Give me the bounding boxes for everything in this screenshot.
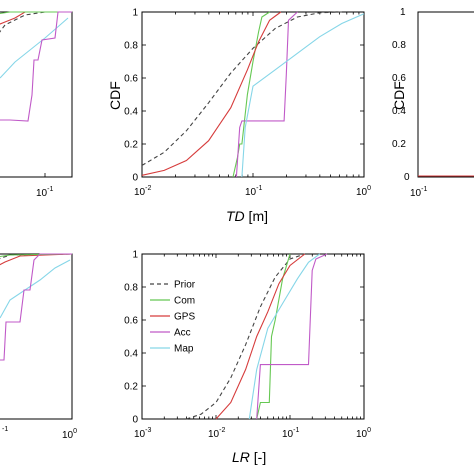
series-acc-line xyxy=(256,253,328,420)
axes-box xyxy=(0,11,73,178)
y-tick-label: 0.8 xyxy=(124,283,138,294)
axes-box xyxy=(0,253,73,420)
x-tick-label: 100 xyxy=(356,427,371,440)
y-tick-label: 0 xyxy=(404,172,410,183)
x-ticks: 10-2 10-1 100 xyxy=(134,12,371,198)
series-gps-line xyxy=(0,253,73,266)
series-acc-line xyxy=(0,11,72,122)
x-tick-label: 10-2 xyxy=(208,427,225,440)
x-tick-label: 10-1 xyxy=(410,186,427,199)
y-axis-label: CDF xyxy=(391,81,407,110)
x-tick-label: 10-2 xyxy=(134,185,151,198)
x-tick-label: -1 xyxy=(2,426,8,433)
panel-bottom-left: -1 100 xyxy=(0,253,77,441)
legend-label: Map xyxy=(174,344,194,355)
panel-lr: 0 0.2 0.4 0.6 0.8 1 10-3 10-2 10-1 100 Prior Com G… xyxy=(124,250,371,466)
series-map-line xyxy=(0,259,71,319)
y-tick-label: 0.6 xyxy=(124,74,138,85)
series-gps-line xyxy=(141,11,282,176)
legend-label: Acc xyxy=(174,328,191,339)
x-axis-label: LR [-] xyxy=(232,449,266,465)
y-tick-label: 0.4 xyxy=(124,349,138,360)
y-tick-label: 0.8 xyxy=(124,41,138,52)
x-tick-label: 10-1 xyxy=(282,427,299,440)
y-tick-label: 0.8 xyxy=(392,40,406,51)
y-tick-label: 0 xyxy=(132,415,138,426)
y-tick-label: 0.2 xyxy=(124,140,138,151)
series-lines xyxy=(186,253,328,420)
legend: Prior Com GPS Acc Map xyxy=(148,274,210,362)
legend-label: Prior xyxy=(174,280,196,291)
x-tick-label: 10-3 xyxy=(134,427,151,440)
series-acc-line xyxy=(0,253,72,361)
axes-box xyxy=(141,11,365,178)
x-tick-label: 100 xyxy=(62,428,77,441)
axes-box xyxy=(417,11,474,178)
series-map-line xyxy=(0,17,69,79)
axes-box xyxy=(141,253,365,420)
x-tick-label: 10-1 xyxy=(245,185,262,198)
series-prior-line xyxy=(186,253,305,420)
series-prior-line xyxy=(0,11,72,33)
series-com-line xyxy=(0,11,72,15)
series-gps-line xyxy=(0,11,72,25)
x-tick-label: 10-1 xyxy=(36,186,53,199)
panel-td: 0 0.2 0.4 0.6 0.8 1 10-2 10-1 100 CDF TD [m] xyxy=(107,8,371,225)
legend-label: Com xyxy=(174,296,195,307)
panel-top-left: 10-1 xyxy=(0,11,73,199)
y-tick-label: 0.2 xyxy=(124,382,138,393)
series-map-line xyxy=(248,253,320,420)
legend-box xyxy=(148,274,210,362)
y-tick-label: 0.6 xyxy=(124,316,138,327)
y-ticks: 0 0.2 0.4 0.6 0.8 1 xyxy=(124,8,364,184)
y-tick-label: 0.2 xyxy=(392,139,406,150)
y-axis-label: CDF xyxy=(107,81,123,110)
y-tick-label: 0.6 xyxy=(392,73,406,84)
legend-label: GPS xyxy=(174,312,195,323)
x-axis-label: TD [m] xyxy=(226,208,268,224)
x-tick-label: 100 xyxy=(356,185,371,198)
series-com-line xyxy=(256,253,291,420)
y-tick-label: 1 xyxy=(400,7,406,18)
series-acc-line xyxy=(235,11,298,178)
y-tick-label: 0.4 xyxy=(392,106,406,117)
y-tick-label: 0.4 xyxy=(124,107,138,118)
panel-top-right: CDF 1 0.8 0.6 0.4 0.2 0 10-1 xyxy=(391,7,474,199)
series-gps-line xyxy=(215,253,306,420)
series-lines xyxy=(141,11,365,178)
y-tick-label: 0 xyxy=(132,173,138,184)
x-ticks: 10-3 10-2 10-1 100 xyxy=(134,254,371,440)
y-tick-label: 1 xyxy=(132,250,138,261)
series-map-line xyxy=(241,13,365,178)
y-ticks: 0 0.2 0.4 0.6 0.8 1 xyxy=(124,250,364,426)
y-tick-label: 1 xyxy=(132,8,138,19)
